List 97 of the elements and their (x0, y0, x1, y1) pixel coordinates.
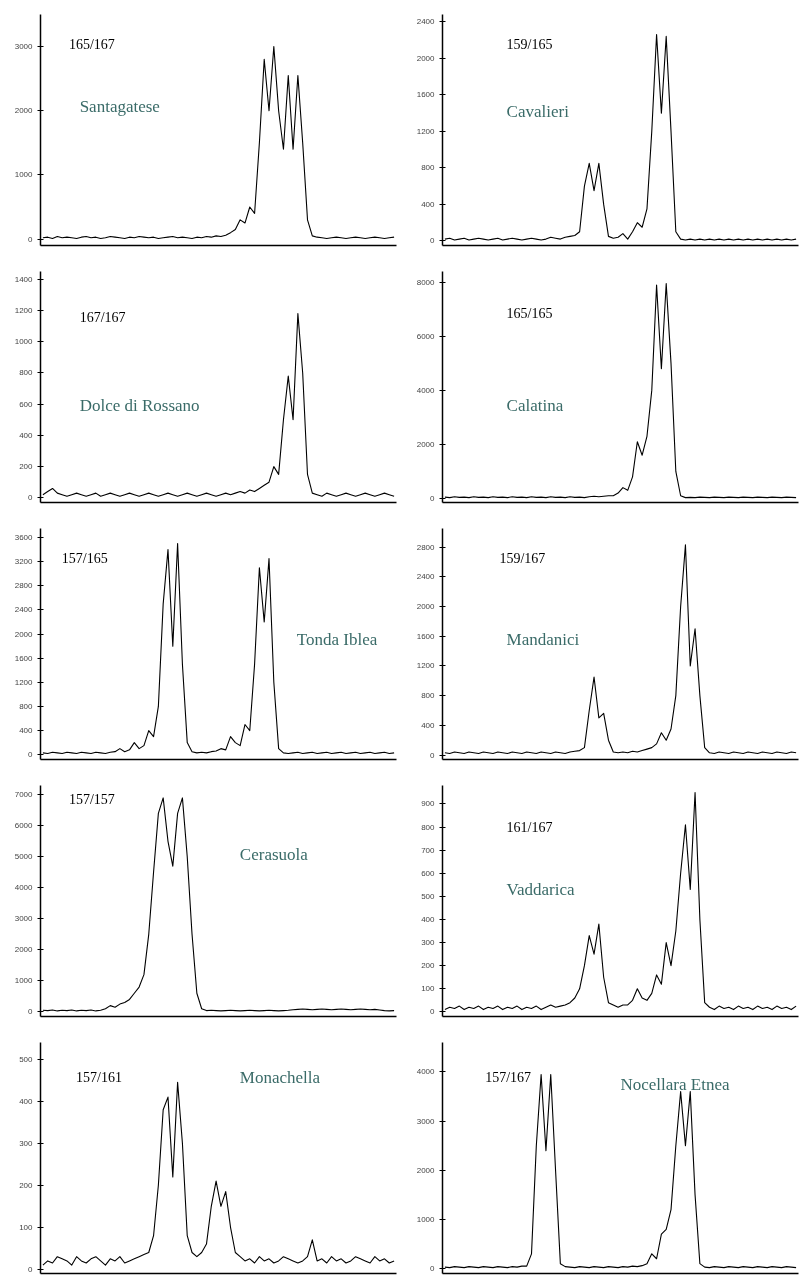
y-tick-label: 2000 (416, 439, 436, 449)
y-tick-label: 400 (421, 199, 436, 209)
y-tick-label: 800 (19, 701, 34, 711)
y-tick-label: 2800 (416, 542, 436, 552)
y-tick-label: 100 (421, 984, 436, 994)
y-tick-label: 3000 (14, 914, 34, 924)
y-tick-label: 400 (421, 914, 436, 924)
y-tick-label: 2000 (416, 1165, 436, 1175)
y-tick-label: 0 (430, 1264, 436, 1274)
y-tick-label: 0 (430, 236, 436, 246)
y-tick-label: 0 (430, 1007, 436, 1017)
y-tick-label: 700 (421, 845, 436, 855)
y-tick-label: 2400 (416, 572, 436, 582)
y-tick-label: 300 (19, 1138, 34, 1148)
y-tick-label: 3200 (14, 557, 34, 567)
annotation: 159/165 (506, 37, 553, 53)
y-tick-label: 500 (421, 891, 436, 901)
y-tick-label: 2000 (14, 629, 34, 639)
y-tick-label: 800 (421, 691, 436, 701)
y-tick-label: 1200 (416, 661, 436, 671)
y-tick-label: 300 (421, 938, 436, 948)
y-tick-label: 200 (19, 462, 34, 472)
y-tick-label: 0 (28, 750, 34, 760)
y-tick-label: 8000 (416, 277, 436, 287)
annotation: 167/167 (79, 310, 126, 326)
y-tick-label: 400 (421, 720, 436, 730)
y-tick-label: 3000 (14, 42, 34, 52)
annotation: Monachella (239, 1067, 321, 1087)
line-series (444, 791, 797, 1011)
y-tick-label: 6000 (416, 331, 436, 341)
annotation: Dolce di Rossano (79, 395, 200, 415)
y-tick-label: 400 (19, 1096, 34, 1106)
y-tick-label: 2000 (416, 53, 436, 63)
y-tick-label: 0 (28, 1007, 34, 1017)
y-tick-label: 400 (19, 430, 34, 440)
y-tick-label: 4000 (416, 1067, 436, 1077)
y-tick-label: 1000 (14, 170, 34, 180)
annotation: 165/165 (506, 305, 553, 321)
y-tick-label: 0 (28, 1264, 34, 1274)
y-tick-label: 2000 (14, 106, 34, 116)
y-tick-label: 2400 (416, 17, 436, 27)
y-tick-label: 600 (19, 399, 34, 409)
annotation: 157/157 (68, 791, 115, 807)
annotation: 157/165 (61, 551, 108, 567)
y-tick-label: 200 (19, 1180, 34, 1190)
y-tick-label: 2800 (14, 581, 34, 591)
y-tick-label: 0 (28, 234, 34, 244)
annotation: 161/167 (506, 819, 553, 835)
y-tick-label: 1200 (416, 126, 436, 136)
y-tick-label: 1000 (14, 976, 34, 986)
y-tick-label: 1200 (14, 306, 34, 316)
y-tick-label: 1400 (14, 274, 34, 284)
annotation: 157/161 (76, 1069, 122, 1085)
y-tick-label: 4000 (416, 385, 436, 395)
y-tick-label: 200 (421, 961, 436, 971)
annotation: Cavalieri (506, 102, 570, 122)
line-series (42, 1081, 395, 1266)
annotation: 159/167 (499, 551, 546, 567)
y-tick-label: 1000 (416, 1214, 436, 1224)
y-tick-label: 3000 (416, 1116, 436, 1126)
y-tick-label: 1200 (14, 677, 34, 687)
y-tick-label: 500 (19, 1054, 34, 1064)
annotation: Santagatese (79, 97, 160, 117)
line-series (444, 544, 797, 755)
line-series (42, 313, 395, 497)
y-tick-label: 1600 (416, 90, 436, 100)
y-tick-label: 3600 (14, 533, 34, 543)
y-tick-label: 800 (19, 368, 34, 378)
y-tick-label: 2000 (416, 601, 436, 611)
y-tick-label: 0 (430, 750, 436, 760)
y-tick-label: 0 (430, 493, 436, 503)
y-tick-label: 2000 (14, 945, 34, 955)
y-tick-label: 1000 (14, 337, 34, 347)
y-tick-label: 900 (421, 799, 436, 809)
y-tick-label: 1600 (14, 653, 34, 663)
y-tick-label: 800 (421, 822, 436, 832)
y-tick-label: 5000 (14, 852, 34, 862)
y-tick-label: 6000 (14, 821, 34, 831)
y-tick-label: 800 (421, 163, 436, 173)
y-tick-label: 0 (28, 493, 34, 503)
annotation: Cerasuola (239, 845, 309, 865)
line-series (444, 283, 797, 499)
annotation: Calatina (506, 395, 564, 415)
y-tick-label: 100 (19, 1222, 34, 1232)
y-tick-label: 4000 (14, 883, 34, 893)
y-tick-label: 1600 (416, 631, 436, 641)
annotation: Mandanici (506, 629, 580, 649)
annotation: Nocellara Etnea (620, 1074, 730, 1094)
y-tick-label: 400 (19, 726, 34, 736)
y-tick-label: 2400 (14, 605, 34, 615)
line-series (444, 1073, 797, 1269)
annotation: 165/167 (68, 37, 115, 53)
annotation: Vaddarica (506, 879, 575, 899)
y-tick-label: 600 (421, 868, 436, 878)
annotation: Tonda Iblea (296, 629, 378, 649)
y-tick-label: 7000 (14, 790, 34, 800)
annotation: 157/167 (485, 1069, 532, 1085)
